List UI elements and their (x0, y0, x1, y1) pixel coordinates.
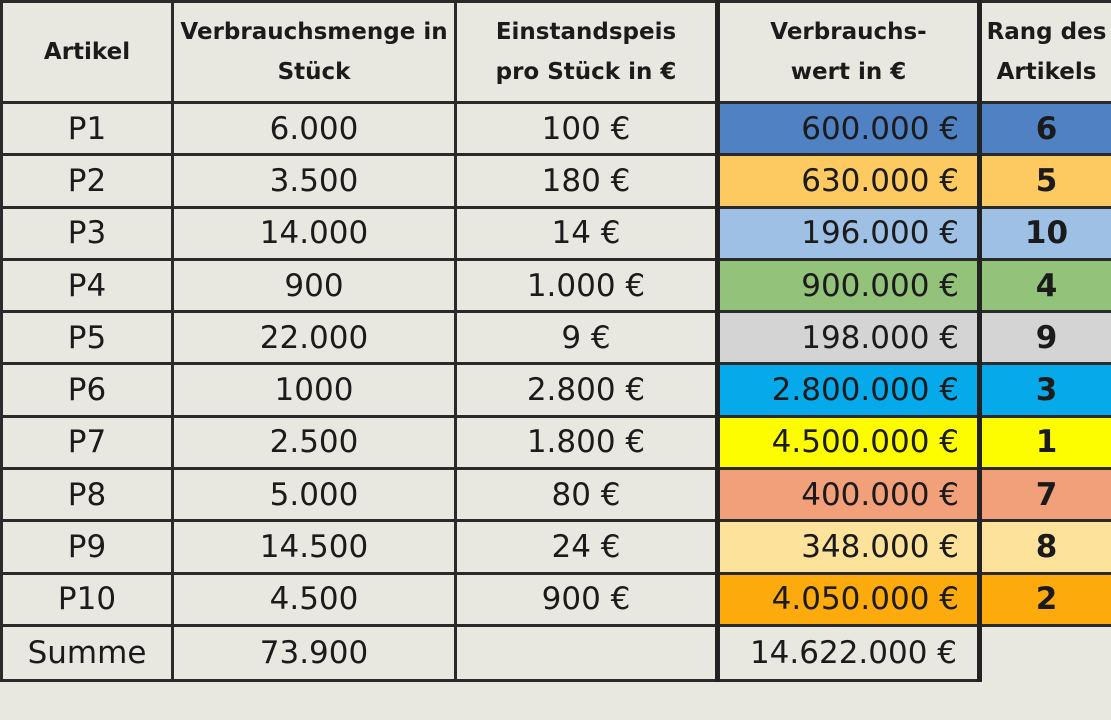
cell-rang: 9 (978, 310, 1111, 366)
cell-verbrauchswert: 4.050.000 € (716, 571, 982, 627)
cell-artikel: P1 (0, 100, 174, 157)
cell-rang: 10 (978, 205, 1111, 261)
sum-menge: 73.900 (171, 623, 457, 682)
sum-rang-empty (979, 625, 1111, 681)
cell-rang: 8 (978, 519, 1111, 575)
cell-verbrauchsmenge: 22.000 (171, 310, 457, 366)
cell-artikel: P8 (0, 467, 174, 523)
cell-artikel: P6 (0, 362, 174, 418)
table-row: P8 5.000 80 €400.000 €7 (0, 467, 1111, 523)
cell-artikel: P4 (0, 257, 174, 314)
cell-einstandspreis: 180 € (454, 153, 720, 209)
header-verbrauchsmenge: Verbrauchsmenge in Stück (171, 0, 457, 104)
cell-verbrauchsmenge: 14.500 (171, 519, 457, 575)
cell-rang: 6 (978, 100, 1111, 157)
sum-preis-empty (454, 623, 720, 682)
header-einstandspreis: Einstandspeis pro Stück in € (454, 0, 720, 104)
table-row: P10 4.500 900 €4.050.000 €2 (0, 571, 1111, 627)
cell-verbrauchswert: 600.000 € (716, 100, 982, 157)
cell-verbrauchsmenge: 2.500 (171, 414, 457, 471)
table-row: P7 2.500 1.800 €4.500.000 €1 (0, 414, 1111, 471)
cell-verbrauchswert: 2.800.000 € (716, 362, 982, 418)
cell-einstandspreis: 900 € (454, 571, 720, 627)
table-body: P1 6.000 100 €600.000 €6 P2 3.500 180 €630.00… (0, 100, 1111, 627)
cell-rang: 4 (978, 257, 1111, 314)
cell-verbrauchsmenge: 900 (171, 257, 457, 314)
sum-wert: 14.622.000 € (716, 623, 982, 682)
cell-verbrauchswert: 630.000 € (716, 153, 982, 209)
cell-verbrauchsmenge: 6.000 (171, 100, 457, 157)
abc-analysis-table: Artikel Verbrauchsmenge in Stück Einstan… (0, 0, 1111, 682)
cell-artikel: P9 (0, 519, 174, 575)
table-row: P9 14.500 24 €348.000 €8 (0, 519, 1111, 575)
table-row: P6 1000 2.800 €2.800.000 €3 (0, 362, 1111, 418)
cell-einstandspreis: 100 € (454, 100, 720, 157)
cell-verbrauchsmenge: 4.500 (171, 571, 457, 627)
cell-verbrauchswert: 348.000 € (716, 519, 982, 575)
cell-artikel: P7 (0, 414, 174, 471)
cell-einstandspreis: 24 € (454, 519, 720, 575)
cell-verbrauchswert: 198.000 € (716, 310, 982, 366)
cell-verbrauchsmenge: 14.000 (171, 205, 457, 261)
cell-einstandspreis: 80 € (454, 467, 720, 523)
cell-verbrauchswert: 400.000 € (716, 467, 982, 523)
cell-rang: 3 (978, 362, 1111, 418)
cell-artikel: P10 (0, 571, 174, 627)
header-verbrauchswert: Verbrauchs- wert in € (716, 0, 982, 104)
header-artikel: Artikel (0, 0, 174, 104)
cell-artikel: P5 (0, 310, 174, 366)
table-row: P5 22.000 9 €198.000 €9 (0, 310, 1111, 366)
table-row: P2 3.500 180 €630.000 €5 (0, 153, 1111, 209)
cell-einstandspreis: 2.800 € (454, 362, 720, 418)
cell-verbrauchswert: 4.500.000 € (716, 414, 982, 471)
cell-verbrauchsmenge: 1000 (171, 362, 457, 418)
sum-label: Summe (0, 623, 174, 682)
cell-einstandspreis: 1.000 € (454, 257, 720, 314)
cell-artikel: P3 (0, 205, 174, 261)
cell-artikel: P2 (0, 153, 174, 209)
header-rang: Rang des Artikels (978, 0, 1111, 104)
header-row: Artikel Verbrauchsmenge in Stück Einstan… (0, 0, 1111, 104)
cell-verbrauchswert: 196.000 € (716, 205, 982, 261)
sum-row: Summe 73.900 14.622.000 € (0, 623, 1111, 682)
cell-rang: 5 (978, 153, 1111, 209)
cell-verbrauchswert: 900.000 € (716, 257, 982, 314)
cell-rang: 2 (978, 571, 1111, 627)
table-row: P1 6.000 100 €600.000 €6 (0, 100, 1111, 157)
cell-verbrauchsmenge: 3.500 (171, 153, 457, 209)
cell-einstandspreis: 9 € (454, 310, 720, 366)
cell-rang: 1 (978, 414, 1111, 471)
cell-rang: 7 (978, 467, 1111, 523)
cell-verbrauchsmenge: 5.000 (171, 467, 457, 523)
table-row: P3 14.000 14 €196.000 €10 (0, 205, 1111, 261)
table-row: P4 900 1.000 €900.000 €4 (0, 257, 1111, 314)
cell-einstandspreis: 1.800 € (454, 414, 720, 471)
cell-einstandspreis: 14 € (454, 205, 720, 261)
